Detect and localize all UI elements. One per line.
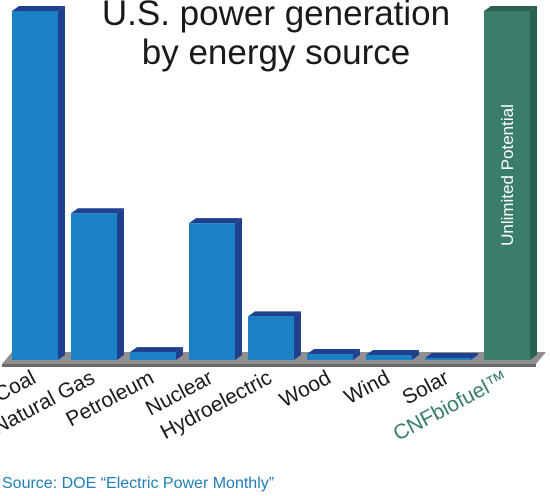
bar-cnfbiofuel-top bbox=[484, 5, 537, 11]
bar-solar-side bbox=[471, 353, 478, 360]
bar-wood-side bbox=[353, 349, 360, 360]
tick-label-wood: Wood bbox=[276, 366, 335, 412]
bar-wind-side bbox=[412, 350, 419, 360]
bar-nuclear bbox=[189, 218, 242, 360]
bar-wind-top bbox=[366, 350, 419, 356]
bar-hydroelectric-side bbox=[294, 311, 301, 360]
bar-coal-front bbox=[12, 10, 58, 361]
source-note: Source: DOE “Electric Power Monthly” bbox=[2, 475, 274, 492]
bar-coal-side bbox=[58, 5, 65, 361]
bar-natural-gas bbox=[71, 208, 124, 360]
bar-solar bbox=[425, 353, 478, 360]
bar-wood-top bbox=[307, 349, 360, 355]
bar-nuclear-side bbox=[235, 218, 242, 360]
floor-edge bbox=[2, 364, 536, 367]
bar-natural-gas-side bbox=[117, 208, 124, 360]
bar-cnfbiofuel: Unlimited Potential bbox=[484, 5, 537, 361]
bar-coal bbox=[12, 5, 65, 361]
bar-wind bbox=[366, 350, 419, 360]
chart-subtitle: by energy source bbox=[142, 33, 410, 72]
chart-title: U.S. power generation bbox=[102, 0, 450, 33]
bar-solar-top bbox=[425, 353, 478, 358]
bar-hydroelectric-front bbox=[248, 316, 294, 360]
bar-petroleum-front bbox=[130, 352, 176, 360]
bar-cnfbiofuel-text: Unlimited Potential bbox=[498, 104, 517, 246]
bar-cnfbiofuel-front bbox=[484, 10, 530, 361]
bar-coal-top bbox=[12, 5, 65, 11]
bar-wood-front bbox=[307, 354, 353, 360]
bar-nuclear-front bbox=[189, 223, 235, 360]
bar-nuclear-top bbox=[189, 218, 242, 224]
bar-hydroelectric bbox=[248, 311, 301, 360]
bar-petroleum-side bbox=[176, 347, 183, 360]
bar-petroleum bbox=[130, 347, 183, 360]
bar-natural-gas-top bbox=[71, 208, 124, 214]
tick-label-wind: Wind bbox=[341, 366, 394, 409]
bar-natural-gas-front bbox=[71, 213, 117, 360]
bar-wood bbox=[307, 349, 360, 360]
bar-petroleum-top bbox=[130, 347, 183, 353]
bar-wind-front bbox=[366, 355, 412, 360]
bar-cnfbiofuel-side bbox=[530, 5, 537, 361]
bar-solar-front bbox=[425, 358, 471, 360]
bar-series: Unlimited Potential bbox=[12, 5, 537, 361]
bar-hydroelectric-top bbox=[248, 311, 301, 317]
